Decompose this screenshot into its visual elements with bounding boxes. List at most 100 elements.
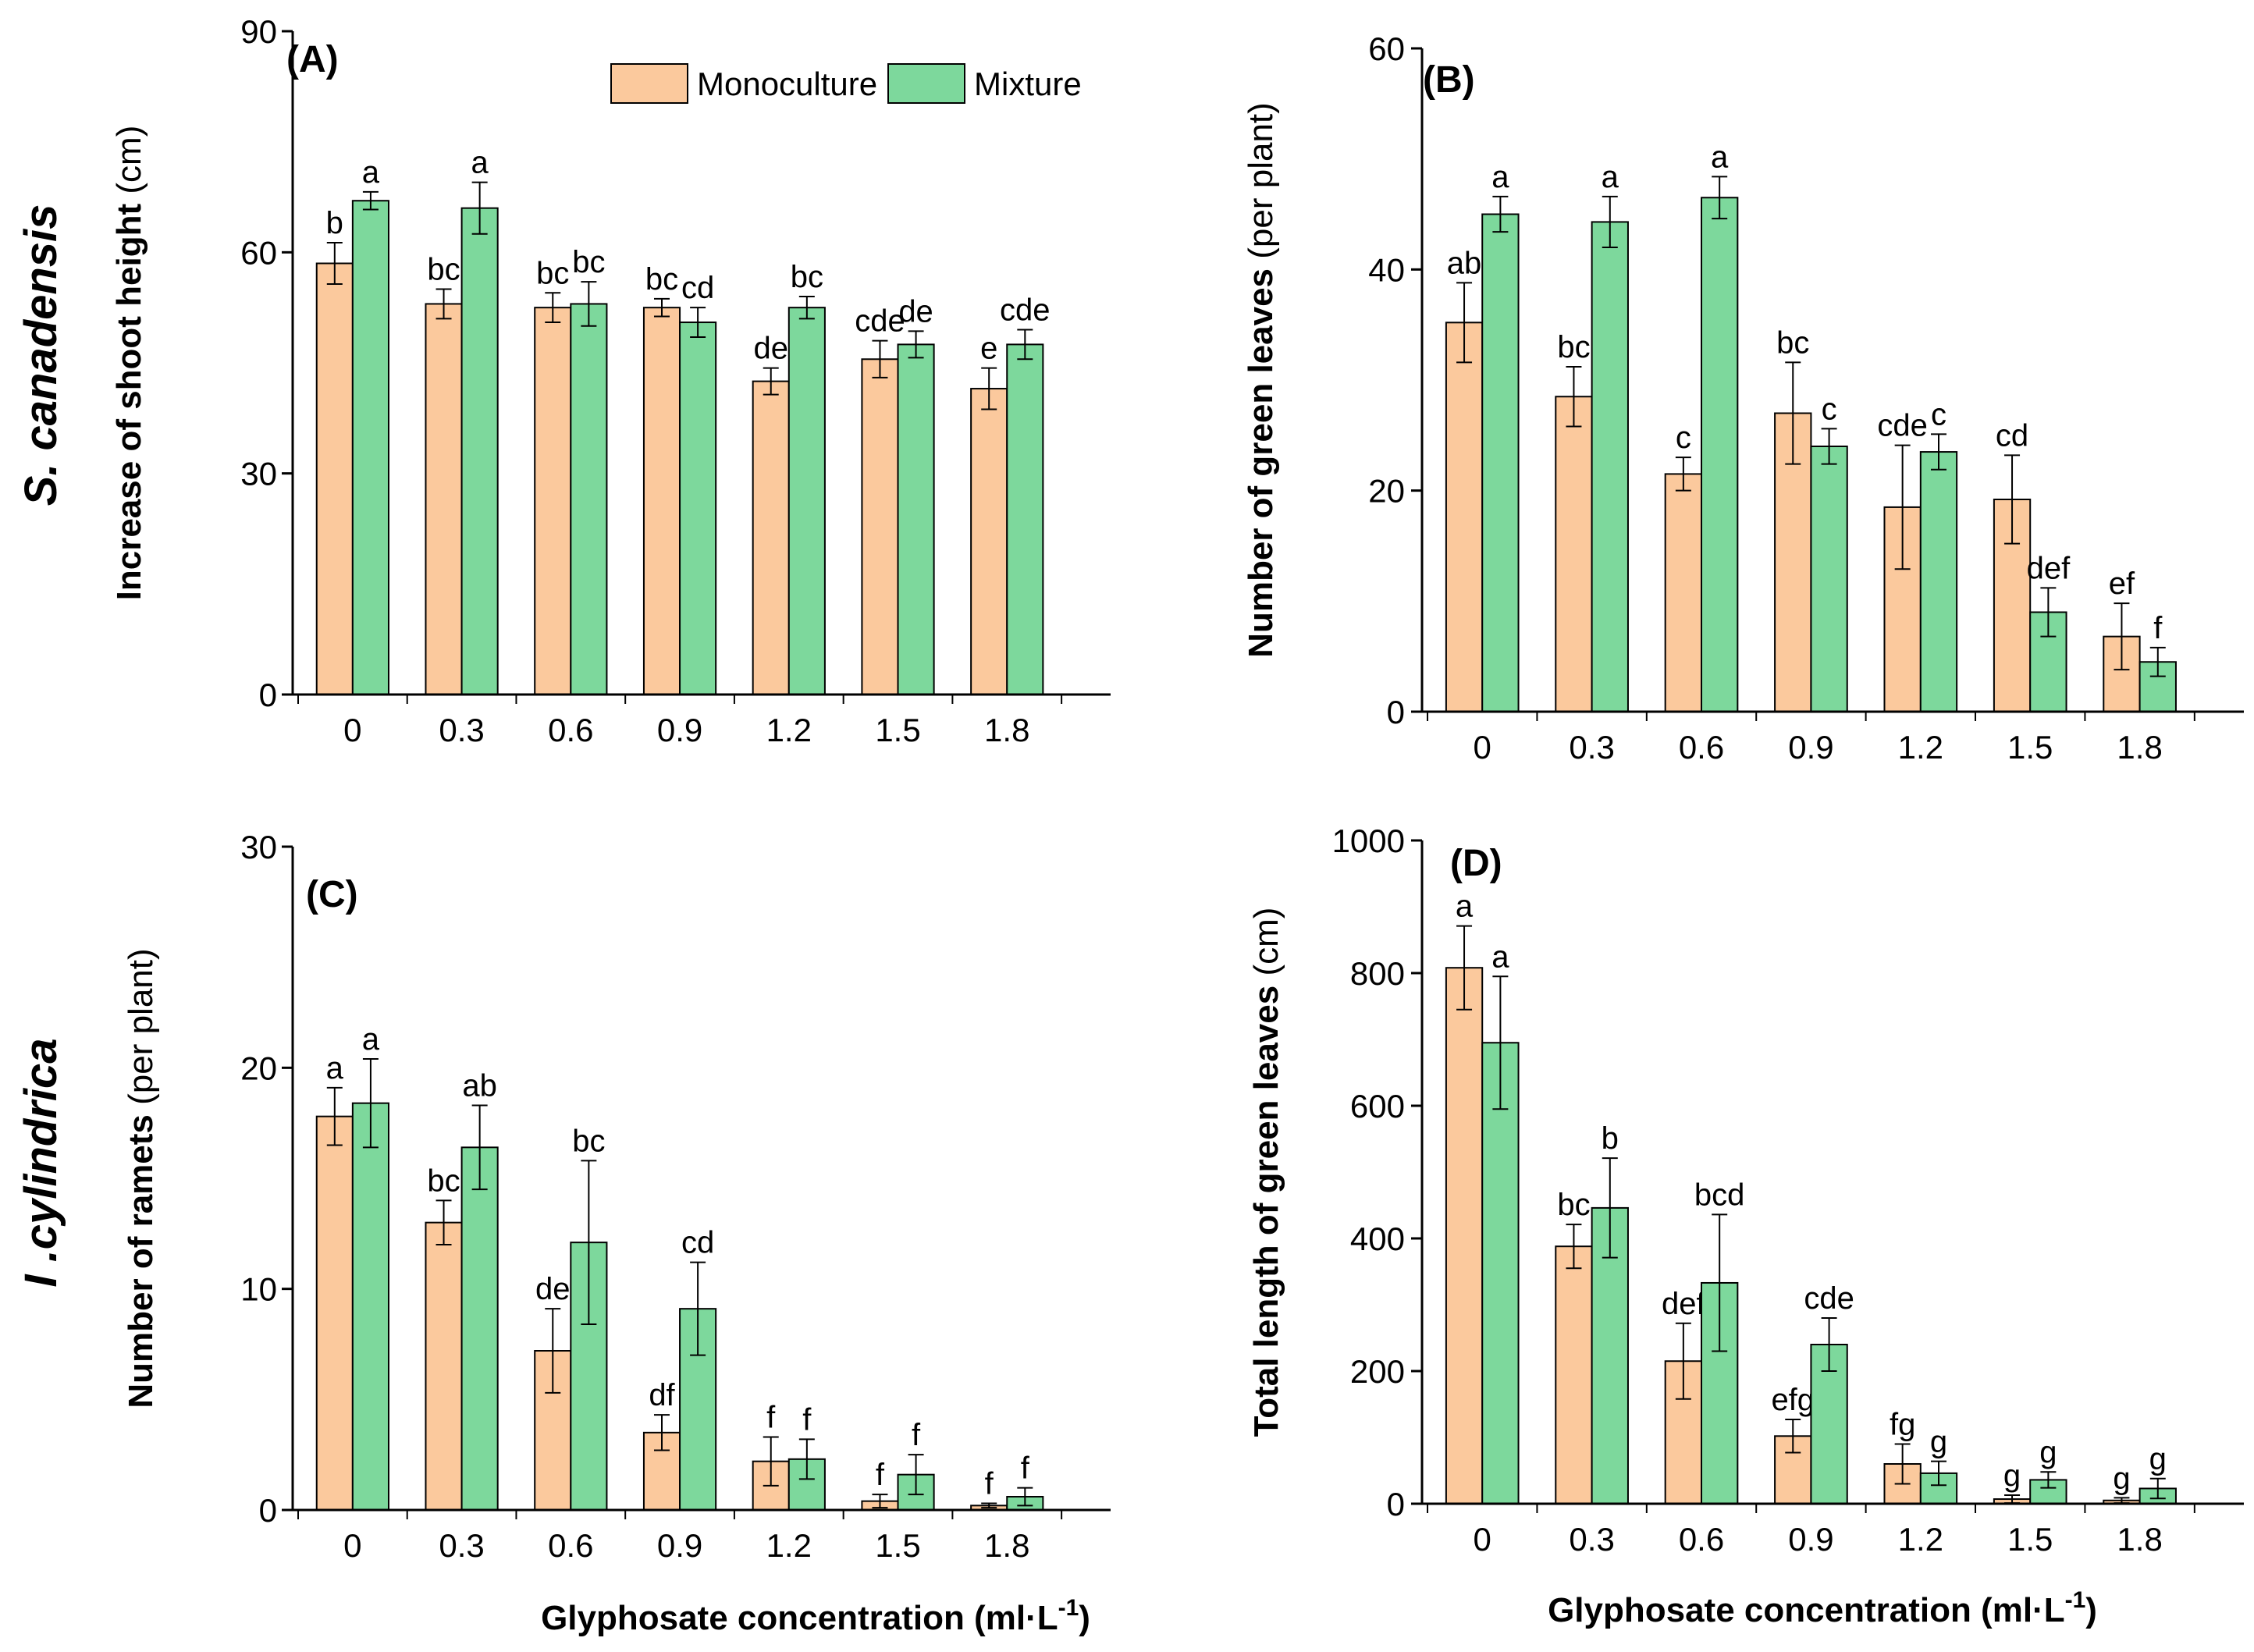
panel-d-x-tick-label-4: 1.2 (1898, 1521, 1943, 1558)
panel-a-x-tick-label-4: 1.2 (766, 712, 812, 748)
panel-d-sig-letter-monoculture-1: bc (1557, 1188, 1590, 1222)
panel-a-x-tick-label-2: 0.6 (548, 712, 593, 748)
panel-c-y-tick-label-3: 30 (240, 829, 277, 865)
row-label-bottom: I .cylindrica (16, 1038, 66, 1287)
panel-b-y-tick-label-2: 40 (1368, 251, 1405, 288)
panel-d-sig-letter-mixture-4: g (1930, 1425, 1947, 1459)
panel-a-y-tick-label-3: 90 (240, 13, 277, 50)
panel-a-y-axis-title-main: Increase of shoot height (110, 194, 148, 601)
panel-a-sig-letter-monoculture-4: de (753, 332, 788, 366)
x-axis-title-right: Glyphosate concentration (ml·L-1) (1548, 1587, 2097, 1629)
panel-a-y-tick-label-1: 30 (240, 456, 277, 492)
panel-b-sig-letter-mixture-4: c (1931, 397, 1946, 432)
panel-d-sig-letter-monoculture-5: g (2003, 1458, 2021, 1493)
panel-d-y-tick-label-5: 1000 (1332, 822, 1405, 859)
panel-c-x-tick-label-6: 1.8 (984, 1527, 1029, 1564)
panel-c-y-axis-title-unit: (per plant) (122, 948, 160, 1105)
panel-a-bar-monoculture-0 (315, 262, 354, 695)
panel-d-bar-monoculture-0 (1445, 967, 1484, 1505)
x-axis-title-left: Glyphosate concentration (ml·L-1) (541, 1595, 1090, 1637)
row-label-top: S. canadensis (16, 204, 66, 506)
panel-d-sig-letter-mixture-6: g (2149, 1442, 2167, 1476)
panel-d-x-tick-label-5: 1.5 (2007, 1521, 2053, 1558)
panel-d-label: (D) (1450, 843, 1502, 884)
panel-c-bar-monoculture-1 (425, 1221, 463, 1511)
panel-a-y-tick-label-0: 0 (259, 677, 277, 713)
legend-label-mixture: Mixture (974, 66, 1082, 102)
panel-a-sig-letter-monoculture-5: cde (855, 304, 905, 339)
panel-c-y-tick-label-0: 0 (259, 1492, 277, 1529)
panel-c-sig-letter-monoculture-4: f (766, 1401, 776, 1435)
panel-b-sig-letter-mixture-0: a (1491, 160, 1509, 194)
panel-c-y-axis-title-main: Number of ramets (122, 1105, 160, 1409)
panel-a-bar-monoculture-5 (861, 358, 899, 695)
panel-a-bar-mixture-5 (897, 343, 935, 695)
panel-b-x-tick-label-5: 1.5 (2007, 729, 2053, 766)
panel-c-sig-letter-mixture-5: f (912, 1418, 921, 1452)
panel-d-y-tick-label-2: 400 (1350, 1220, 1405, 1257)
panel-a-sig-letter-monoculture-6: e (980, 332, 997, 366)
panel-b-sig-letter-monoculture-4: cde (1877, 409, 1928, 443)
panel-a-bar-monoculture-6 (970, 388, 1008, 695)
panel-c-sig-letter-mixture-6: f (1021, 1451, 1030, 1486)
panel-c-bar-mixture-0 (351, 1102, 389, 1511)
panel-d-y-axis-title-unit: (cm) (1247, 908, 1285, 976)
panel-b-x-tick-label-4: 1.2 (1898, 729, 1943, 766)
panel-b-y-axis-title-unit: (per plant) (1242, 102, 1280, 259)
legend: Monoculture Mixture (610, 63, 1082, 104)
panel-c-sig-letter-monoculture-0: a (326, 1051, 344, 1085)
panel-b-bar-monoculture-1 (1555, 396, 1593, 712)
panel-d-y-axis-title-main: Total length of green leaves (1247, 976, 1285, 1437)
panel-d-y-axis-title: Total length of green leaves (cm) (1247, 908, 1285, 1437)
panel-b-bar-monoculture-0 (1445, 322, 1484, 712)
panel-c-x-tick-label-5: 1.5 (875, 1527, 920, 1564)
panel-b-bar-monoculture-2 (1664, 473, 1703, 713)
panel-d-x-tick-label-3: 0.9 (1788, 1521, 1833, 1558)
panel-b-bar-mixture-2 (1701, 197, 1739, 712)
panel-a-sig-letter-monoculture-0: b (326, 206, 343, 240)
panel-d-x-tick-label-1: 0.3 (1569, 1521, 1614, 1558)
x-axis-title-left-sup: -1 (1058, 1595, 1079, 1621)
panel-a-sig-letter-mixture-5: de (898, 294, 933, 329)
panel-a-sig-letter-monoculture-3: bc (645, 262, 678, 297)
panel-b-y-tick-label-1: 20 (1368, 473, 1405, 510)
panel-c-sig-letter-mixture-3: cd (681, 1226, 714, 1260)
panel-a-x-tick-label-1: 0.3 (439, 712, 484, 748)
panel-c-y-axis-title: Number of ramets (per plant) (122, 948, 160, 1408)
panel-c-sig-letter-monoculture-6: f (985, 1467, 994, 1501)
panel-a-bar-mixture-6 (1006, 343, 1044, 695)
panel-b-y-axis-title: Number of green leaves (per plant) (1242, 102, 1280, 658)
panel-a-x-tick-label-0: 0 (343, 712, 361, 748)
panel-b-bar-mixture-1 (1591, 221, 1629, 712)
panel-c-sig-letter-monoculture-3: df (649, 1378, 675, 1412)
panel-d-bar-mixture-0 (1481, 1042, 1520, 1505)
panel-d-sig-letter-mixture-2: bcd (1694, 1178, 1745, 1212)
panel-d-y-tick-label-3: 600 (1350, 1088, 1405, 1124)
panel-c-x-tick-label-4: 1.2 (766, 1527, 812, 1564)
x-axis-title-right-close: ) (2085, 1591, 2097, 1629)
panel-c-label: (C) (306, 874, 358, 915)
x-axis-title-left-close: ) (1079, 1599, 1090, 1637)
panel-a-sig-letter-mixture-2: bc (572, 245, 605, 279)
x-axis-title-left-main: Glyphosate concentration (ml·L (541, 1599, 1058, 1637)
panel-a-bar-mixture-2 (570, 303, 608, 695)
panel-d-sig-letter-mixture-3: cde (1804, 1281, 1854, 1316)
panel-b-sig-letter-mixture-2: a (1711, 140, 1729, 174)
panel-c-bar-mixture-1 (460, 1146, 499, 1512)
panel-b-x-tick-label-2: 0.6 (1679, 729, 1724, 766)
panel-b-sig-letter-mixture-1: a (1602, 160, 1619, 194)
panel-c-sig-letter-monoculture-5: f (876, 1458, 885, 1492)
panel-d-sig-letter-monoculture-4: fg (1890, 1408, 1915, 1442)
panel-b-sig-letter-monoculture-5: cd (1996, 418, 2028, 453)
panel-b-bar-monoculture-4 (1883, 506, 1922, 713)
panel-a-bar-mixture-4 (787, 307, 826, 695)
panel-c-y-tick-label-1: 10 (240, 1271, 277, 1308)
panel-a-bar-monoculture-1 (425, 303, 463, 695)
panel-b-y-tick-label-3: 60 (1368, 30, 1405, 67)
panel-c-x-tick-label-0: 0 (343, 1527, 361, 1564)
panel-a-sig-letter-mixture-0: a (362, 155, 380, 190)
panel-b-bar-mixture-3 (1810, 446, 1848, 712)
panel-d-x-tick-label-0: 0 (1474, 1521, 1491, 1558)
